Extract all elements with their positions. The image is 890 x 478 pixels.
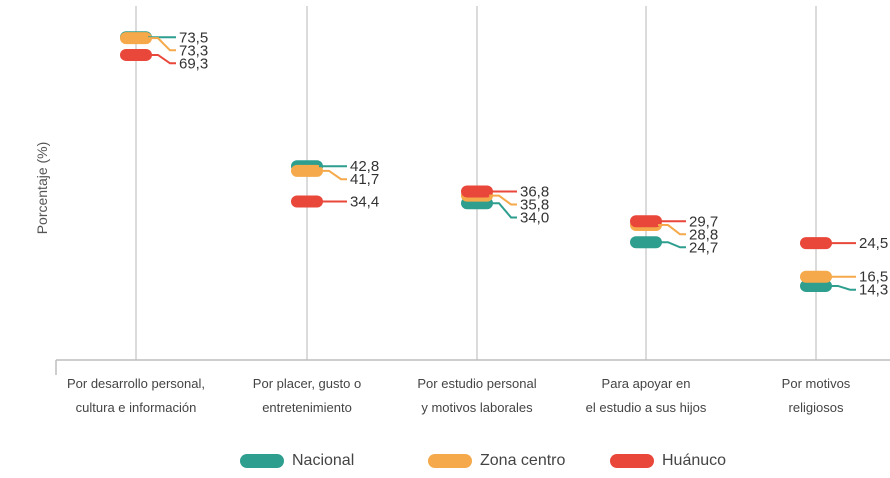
x-tick-label: Por estudio personal [417, 376, 536, 391]
x-tick-label: religiosos [789, 400, 844, 415]
data-point [800, 279, 832, 292]
x-tick-label: cultura e información [76, 400, 197, 415]
data-point [800, 270, 832, 283]
legend-item-zona-centro: Zona centro [428, 452, 565, 470]
legend-item-huanuco: Huánuco [610, 452, 726, 470]
data-point [461, 185, 493, 198]
data-label-leader [148, 53, 176, 65]
data-label: 35,8 [520, 196, 549, 213]
legend-swatch-nacional [240, 454, 284, 468]
x-tick-label: Para apoyar en [602, 376, 691, 391]
data-point [120, 48, 152, 61]
data-label: 42,8 [350, 158, 379, 175]
data-label-leader [658, 241, 686, 249]
data-label: 14,3 [859, 282, 888, 299]
data-point [120, 32, 152, 45]
dot-range-chart: Por desarrollo personal, cultura e inform… [55, 6, 890, 415]
x-tick-label: Por placer, gusto o [253, 376, 361, 391]
data-label-leader [148, 37, 176, 52]
data-label-leader [319, 169, 347, 181]
data-point [630, 236, 662, 249]
x-tick-label: entretenimiento [262, 400, 352, 415]
data-label-leader [489, 194, 517, 206]
legend-label: Huánuco [662, 452, 727, 469]
data-label: 24,7 [689, 239, 718, 256]
data-label-leader [828, 284, 856, 291]
data-label-leader [489, 202, 517, 219]
legend: Nacional Zona centro Huánuco [0, 452, 890, 476]
data-label: 36,8 [520, 183, 549, 200]
data-label-leader [658, 224, 686, 236]
y-axis-label: Porcentaje (%) [34, 141, 50, 235]
data-label: 73,3 [179, 42, 208, 59]
x-tick-label: el estudio a sus hijos [586, 400, 707, 415]
legend-label: Nacional [292, 452, 355, 469]
data-label: 34,4 [350, 194, 379, 211]
data-label: 24,5 [859, 235, 888, 252]
legend-swatch-huanuco [610, 454, 654, 468]
legend-label: Zona centro [480, 452, 566, 469]
legend-swatch-zona-centro [428, 454, 472, 468]
data-label: 29,7 [689, 213, 718, 230]
x-tick-label: y motivos laborales [421, 400, 533, 415]
data-point [291, 195, 323, 208]
x-tick-label: Por motivos [782, 376, 851, 391]
data-label: 28,8 [689, 226, 718, 243]
data-point [630, 215, 662, 228]
data-label: 16,5 [859, 269, 888, 286]
data-label: 34,0 [520, 209, 549, 226]
legend-item-nacional: Nacional [240, 452, 354, 470]
data-label: 69,3 [179, 55, 208, 72]
data-point [800, 237, 832, 250]
x-tick-label: Por desarrollo personal, [67, 376, 205, 391]
data-label: 41,7 [350, 171, 379, 188]
data-label: 73,5 [179, 29, 208, 46]
data-point [291, 164, 323, 177]
